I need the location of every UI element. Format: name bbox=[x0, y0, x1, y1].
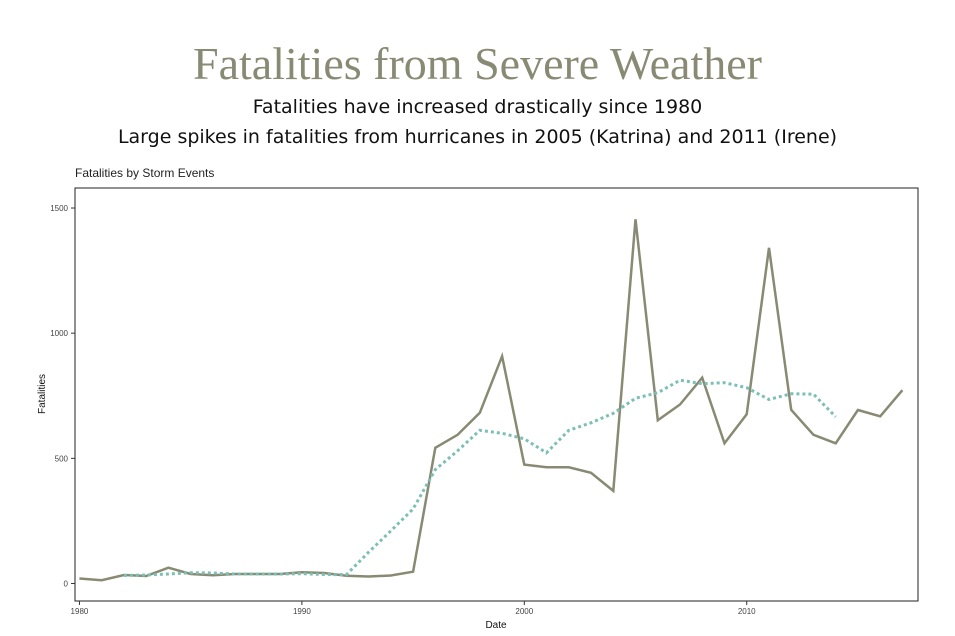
y-axis-label: Fatalities bbox=[37, 374, 48, 414]
x-tick-label: 2010 bbox=[738, 607, 756, 616]
fatalities-line bbox=[79, 219, 904, 582]
x-tick-label: 2000 bbox=[515, 607, 533, 616]
plot-frame bbox=[74, 187, 919, 602]
y-tick-label: 1000 bbox=[50, 329, 68, 338]
x-axis: 1980 1990 2000 2010 bbox=[71, 601, 756, 616]
y-tick-label: 0 bbox=[64, 579, 69, 588]
chart-title: Fatalities by Storm Events bbox=[75, 166, 215, 180]
slide-title: Fatalities from Severe Weather bbox=[193, 38, 762, 89]
x-tick-label: 1980 bbox=[71, 607, 89, 616]
x-axis-label: Date bbox=[485, 620, 507, 631]
y-tick-label: 1500 bbox=[50, 204, 68, 213]
series-layer bbox=[79, 219, 904, 582]
subtitle-line-1: Fatalities have increased drastically si… bbox=[252, 96, 703, 118]
x-tick-label: 1990 bbox=[293, 607, 311, 616]
subtitle-line-2: Large spikes in fatalities from hurrican… bbox=[117, 126, 838, 148]
moving-average-line bbox=[123, 378, 837, 577]
y-tick-label: 500 bbox=[55, 454, 69, 463]
y-axis: 0 500 1000 1500 bbox=[50, 204, 75, 588]
